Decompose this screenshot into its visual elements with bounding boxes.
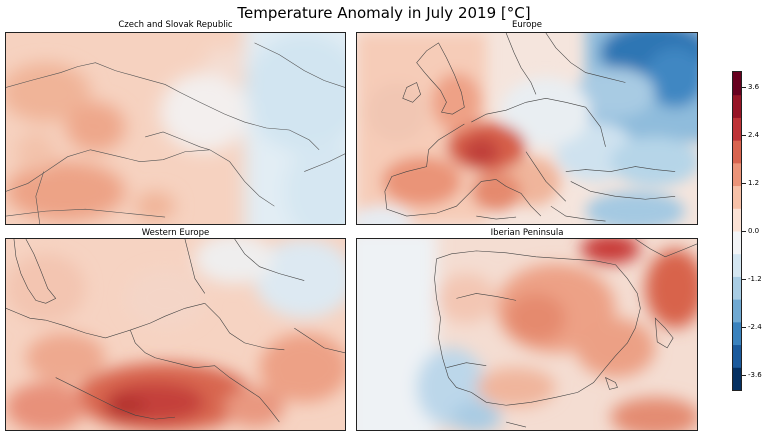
map-panel-europe [356, 32, 698, 225]
colorbar-level [733, 321, 741, 346]
panel-title-czech: Czech and Slovak Republic [118, 20, 233, 30]
colorbar-tick-label: -3.6 [748, 371, 762, 379]
colorbar-level [733, 208, 741, 232]
colorbar-tick-mark [742, 183, 746, 184]
colorbar-level [733, 253, 741, 277]
colorbar-level [733, 185, 741, 209]
colorbar-level [733, 299, 741, 323]
map-panel-western-europe [5, 238, 346, 431]
colorbar-level [733, 367, 741, 390]
colorbar-level [733, 94, 741, 118]
colorbar-tick-mark [742, 231, 746, 232]
colorbar-level [733, 117, 741, 141]
panel-title-iberian-peninsula: Iberian Peninsula [490, 228, 564, 238]
colorbar-tick-mark [742, 327, 746, 328]
colorbar-gradient [733, 72, 741, 390]
panel-title-europe: Europe [512, 20, 542, 30]
colorbar-level [733, 276, 741, 300]
map-panel-iberian-peninsula [356, 238, 698, 431]
colorbar-tick-label: 0.0 [748, 227, 760, 235]
colorbar-tick-label: 3.6 [748, 83, 760, 91]
figure-title: Temperature Anomaly in July 2019 [°C] [237, 4, 531, 22]
colorbar-tick-mark [742, 87, 746, 88]
colorbar-tick-label: -2.4 [748, 323, 762, 331]
colorbar-tick-label: 1.2 [748, 179, 760, 187]
colorbar-level [733, 231, 741, 255]
colorbar-level [733, 72, 741, 96]
colorbar-level [733, 344, 741, 368]
colorbar-level [733, 140, 741, 164]
colorbar-level [733, 162, 741, 187]
colorbar-tick-label: -1.2 [748, 275, 762, 283]
colorbar-tick-mark [742, 135, 746, 136]
colorbar [732, 71, 742, 391]
colorbar-tick-mark [742, 375, 746, 376]
panel-title-western-europe: Western Europe [141, 228, 210, 238]
colorbar-tick-mark [742, 279, 746, 280]
map-panel-czech [5, 32, 346, 225]
colorbar-tick-label: 2.4 [748, 131, 760, 139]
